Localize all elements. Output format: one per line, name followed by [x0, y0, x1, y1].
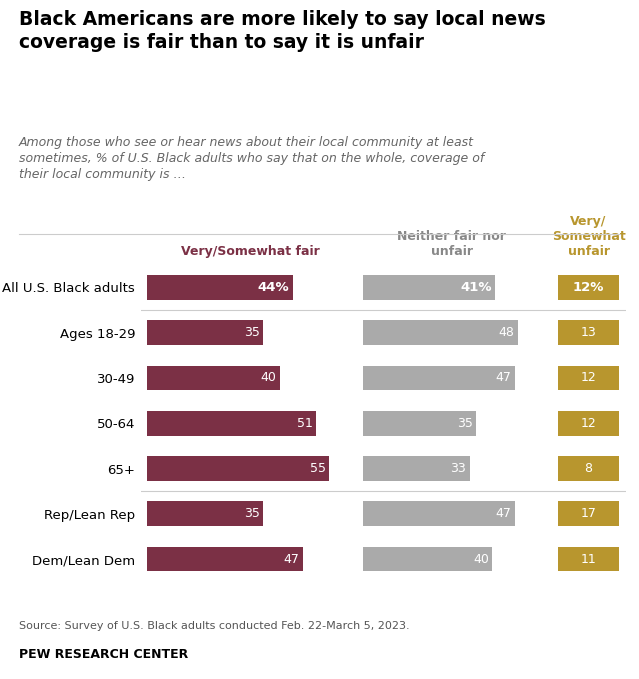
Text: 40: 40: [260, 371, 276, 384]
Text: 35: 35: [457, 417, 473, 430]
Text: 41%: 41%: [461, 281, 492, 294]
Bar: [148, 456, 329, 481]
Text: 12: 12: [581, 371, 596, 384]
Bar: [148, 275, 293, 300]
Bar: [363, 320, 518, 345]
Text: 12%: 12%: [573, 281, 604, 294]
Bar: [558, 320, 619, 345]
Bar: [558, 501, 619, 526]
Text: 47: 47: [496, 507, 511, 520]
Text: 17: 17: [581, 507, 597, 520]
Bar: [363, 365, 515, 390]
Bar: [363, 456, 470, 481]
Text: 55: 55: [310, 462, 326, 475]
Text: Neither fair nor
unfair: Neither fair nor unfair: [397, 230, 506, 258]
Bar: [363, 411, 476, 436]
Text: Very/
Somewhat
unfair: Very/ Somewhat unfair: [551, 215, 626, 258]
Text: 35: 35: [244, 507, 259, 520]
Bar: [148, 501, 263, 526]
Bar: [363, 547, 492, 572]
Text: Source: Survey of U.S. Black adults conducted Feb. 22-March 5, 2023.: Source: Survey of U.S. Black adults cond…: [19, 621, 410, 631]
Text: Very/Somewhat fair: Very/Somewhat fair: [181, 245, 320, 258]
Bar: [558, 456, 619, 481]
Bar: [148, 547, 303, 572]
Bar: [558, 275, 619, 300]
Bar: [363, 275, 495, 300]
Bar: [363, 501, 515, 526]
Text: Black Americans are more likely to say local news
coverage is fair than to say i: Black Americans are more likely to say l…: [19, 10, 546, 52]
Text: 44%: 44%: [258, 281, 289, 294]
Text: 8: 8: [585, 462, 592, 475]
Text: 47: 47: [284, 553, 300, 566]
Text: 33: 33: [450, 462, 466, 475]
Bar: [558, 365, 619, 390]
Bar: [148, 365, 280, 390]
Text: 11: 11: [581, 553, 596, 566]
Bar: [148, 411, 316, 436]
Text: Among those who see or hear news about their local community at least
sometimes,: Among those who see or hear news about t…: [19, 136, 484, 181]
Text: 35: 35: [244, 326, 259, 340]
Text: PEW RESEARCH CENTER: PEW RESEARCH CENTER: [19, 648, 189, 661]
Text: 48: 48: [499, 326, 514, 340]
Text: 51: 51: [296, 417, 312, 430]
Bar: [148, 320, 263, 345]
Text: 47: 47: [496, 371, 511, 384]
Bar: [558, 547, 619, 572]
Text: 12: 12: [581, 417, 596, 430]
Text: 13: 13: [581, 326, 596, 340]
Bar: [558, 411, 619, 436]
Text: 40: 40: [473, 553, 489, 566]
